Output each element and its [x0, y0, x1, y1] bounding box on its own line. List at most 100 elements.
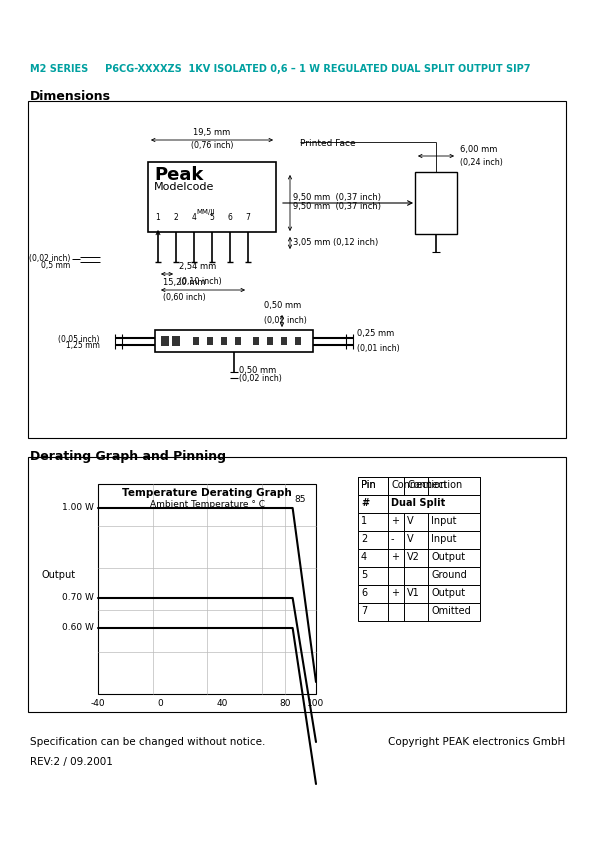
- Bar: [358, 513, 480, 531]
- Text: (0,76 inch): (0,76 inch): [191, 141, 233, 150]
- Text: +: +: [391, 588, 399, 598]
- Text: (0,24 inch): (0,24 inch): [460, 158, 503, 167]
- Text: Printed Face: Printed Face: [300, 139, 356, 148]
- Text: 7: 7: [246, 213, 250, 222]
- Bar: [172, 336, 180, 346]
- Text: 19,5 mm: 19,5 mm: [193, 128, 231, 137]
- Text: Omitted: Omitted: [431, 606, 471, 616]
- Text: MM/JJ: MM/JJ: [196, 209, 214, 215]
- Text: 4: 4: [361, 552, 367, 562]
- Text: Dual Split: Dual Split: [391, 498, 445, 508]
- Text: Specification can be changed without notice.: Specification can be changed without not…: [30, 737, 265, 747]
- Text: -40: -40: [90, 699, 105, 708]
- Text: 15,20 mm: 15,20 mm: [163, 278, 205, 287]
- Bar: [295, 337, 301, 345]
- Bar: [98, 484, 316, 694]
- Bar: [155, 330, 313, 352]
- Bar: [235, 337, 241, 345]
- Text: (0,01 inch): (0,01 inch): [357, 344, 400, 353]
- Text: 6: 6: [227, 213, 233, 222]
- Bar: [415, 172, 457, 234]
- Text: (0,10 inch): (0,10 inch): [179, 277, 222, 286]
- Text: (0,02 inch): (0,02 inch): [29, 254, 70, 263]
- Text: Connection: Connection: [391, 480, 446, 490]
- Text: 1: 1: [156, 213, 161, 222]
- Text: Derating Graph and Pinning: Derating Graph and Pinning: [30, 450, 226, 463]
- Text: V: V: [407, 516, 414, 526]
- Text: V2: V2: [407, 552, 420, 562]
- Text: 2: 2: [361, 534, 367, 544]
- Bar: [281, 337, 287, 345]
- Text: +: +: [391, 516, 399, 526]
- Bar: [161, 336, 169, 346]
- Text: 0,5 mm: 0,5 mm: [40, 261, 70, 270]
- Bar: [358, 567, 480, 585]
- Text: V1: V1: [407, 588, 419, 598]
- Text: Modelcode: Modelcode: [154, 182, 214, 192]
- Text: 6: 6: [361, 588, 367, 598]
- Text: 5: 5: [209, 213, 214, 222]
- Text: V: V: [407, 534, 414, 544]
- Text: 9,50 mm  (0,37 inch): 9,50 mm (0,37 inch): [293, 202, 381, 211]
- Text: 2: 2: [174, 213, 178, 222]
- Text: 0.70 W: 0.70 W: [62, 594, 94, 603]
- Text: 0,50 mm: 0,50 mm: [264, 301, 301, 310]
- Text: M2 SERIES     P6CG-XXXXZS  1KV ISOLATED 0,6 – 1 W REGULATED DUAL SPLIT OUTPUT SI: M2 SERIES P6CG-XXXXZS 1KV ISOLATED 0,6 –…: [30, 64, 531, 74]
- Bar: [358, 495, 480, 513]
- Text: Pin: Pin: [361, 480, 376, 490]
- Text: 3,05 mm (0,12 inch): 3,05 mm (0,12 inch): [293, 238, 378, 248]
- Bar: [221, 337, 227, 345]
- Text: Connection: Connection: [407, 480, 462, 490]
- Bar: [207, 337, 213, 345]
- Bar: [28, 101, 566, 438]
- Text: Output: Output: [431, 552, 465, 562]
- Text: Copyright PEAK electronics GmbH: Copyright PEAK electronics GmbH: [388, 737, 565, 747]
- Bar: [267, 337, 273, 345]
- Text: (0,60 inch): (0,60 inch): [163, 293, 206, 302]
- Text: (0,02 inch): (0,02 inch): [239, 374, 282, 383]
- Text: Peak: Peak: [154, 166, 203, 184]
- Text: REV:2 / 09.2001: REV:2 / 09.2001: [30, 757, 113, 767]
- Text: 9,50 mm  (0,37 inch): 9,50 mm (0,37 inch): [293, 193, 381, 202]
- Text: 0,25 mm: 0,25 mm: [357, 329, 394, 338]
- Text: 6,00 mm: 6,00 mm: [460, 145, 497, 154]
- Text: Input: Input: [431, 516, 456, 526]
- Text: 85: 85: [295, 495, 306, 504]
- Bar: [148, 162, 276, 232]
- Text: #: #: [361, 498, 369, 508]
- Text: 7: 7: [361, 606, 367, 616]
- Bar: [358, 477, 480, 495]
- Text: (0,02 inch): (0,02 inch): [264, 316, 307, 325]
- Text: 0,50 mm: 0,50 mm: [239, 366, 276, 375]
- Text: 0.60 W: 0.60 W: [62, 623, 94, 632]
- Text: 1: 1: [361, 516, 367, 526]
- Text: (0,05 inch): (0,05 inch): [58, 335, 100, 344]
- Text: Input: Input: [431, 534, 456, 544]
- Text: +: +: [391, 552, 399, 562]
- Text: 0: 0: [158, 699, 163, 708]
- Text: 1,25 mm: 1,25 mm: [66, 341, 100, 350]
- Text: 5: 5: [361, 570, 367, 580]
- Text: Ground: Ground: [431, 570, 466, 580]
- Text: 4: 4: [192, 213, 196, 222]
- Bar: [253, 337, 259, 345]
- Bar: [358, 531, 480, 549]
- Bar: [28, 457, 566, 712]
- Bar: [358, 585, 480, 603]
- Text: Temperature Derating Graph: Temperature Derating Graph: [122, 488, 292, 498]
- Text: Output: Output: [431, 588, 465, 598]
- Bar: [358, 603, 480, 621]
- Bar: [358, 549, 480, 567]
- Text: Output: Output: [42, 569, 76, 579]
- Text: 1.00 W: 1.00 W: [62, 504, 94, 513]
- Text: -: -: [391, 534, 394, 544]
- Text: Pin: Pin: [361, 480, 376, 490]
- Text: 80: 80: [279, 699, 290, 708]
- Text: Ambient Temperature ° C: Ambient Temperature ° C: [149, 500, 265, 509]
- Text: Dimensions: Dimensions: [30, 90, 111, 103]
- Bar: [358, 477, 480, 495]
- Text: 2,54 mm: 2,54 mm: [179, 262, 216, 271]
- Text: 40: 40: [217, 699, 228, 708]
- Bar: [193, 337, 199, 345]
- Text: 100: 100: [308, 699, 325, 708]
